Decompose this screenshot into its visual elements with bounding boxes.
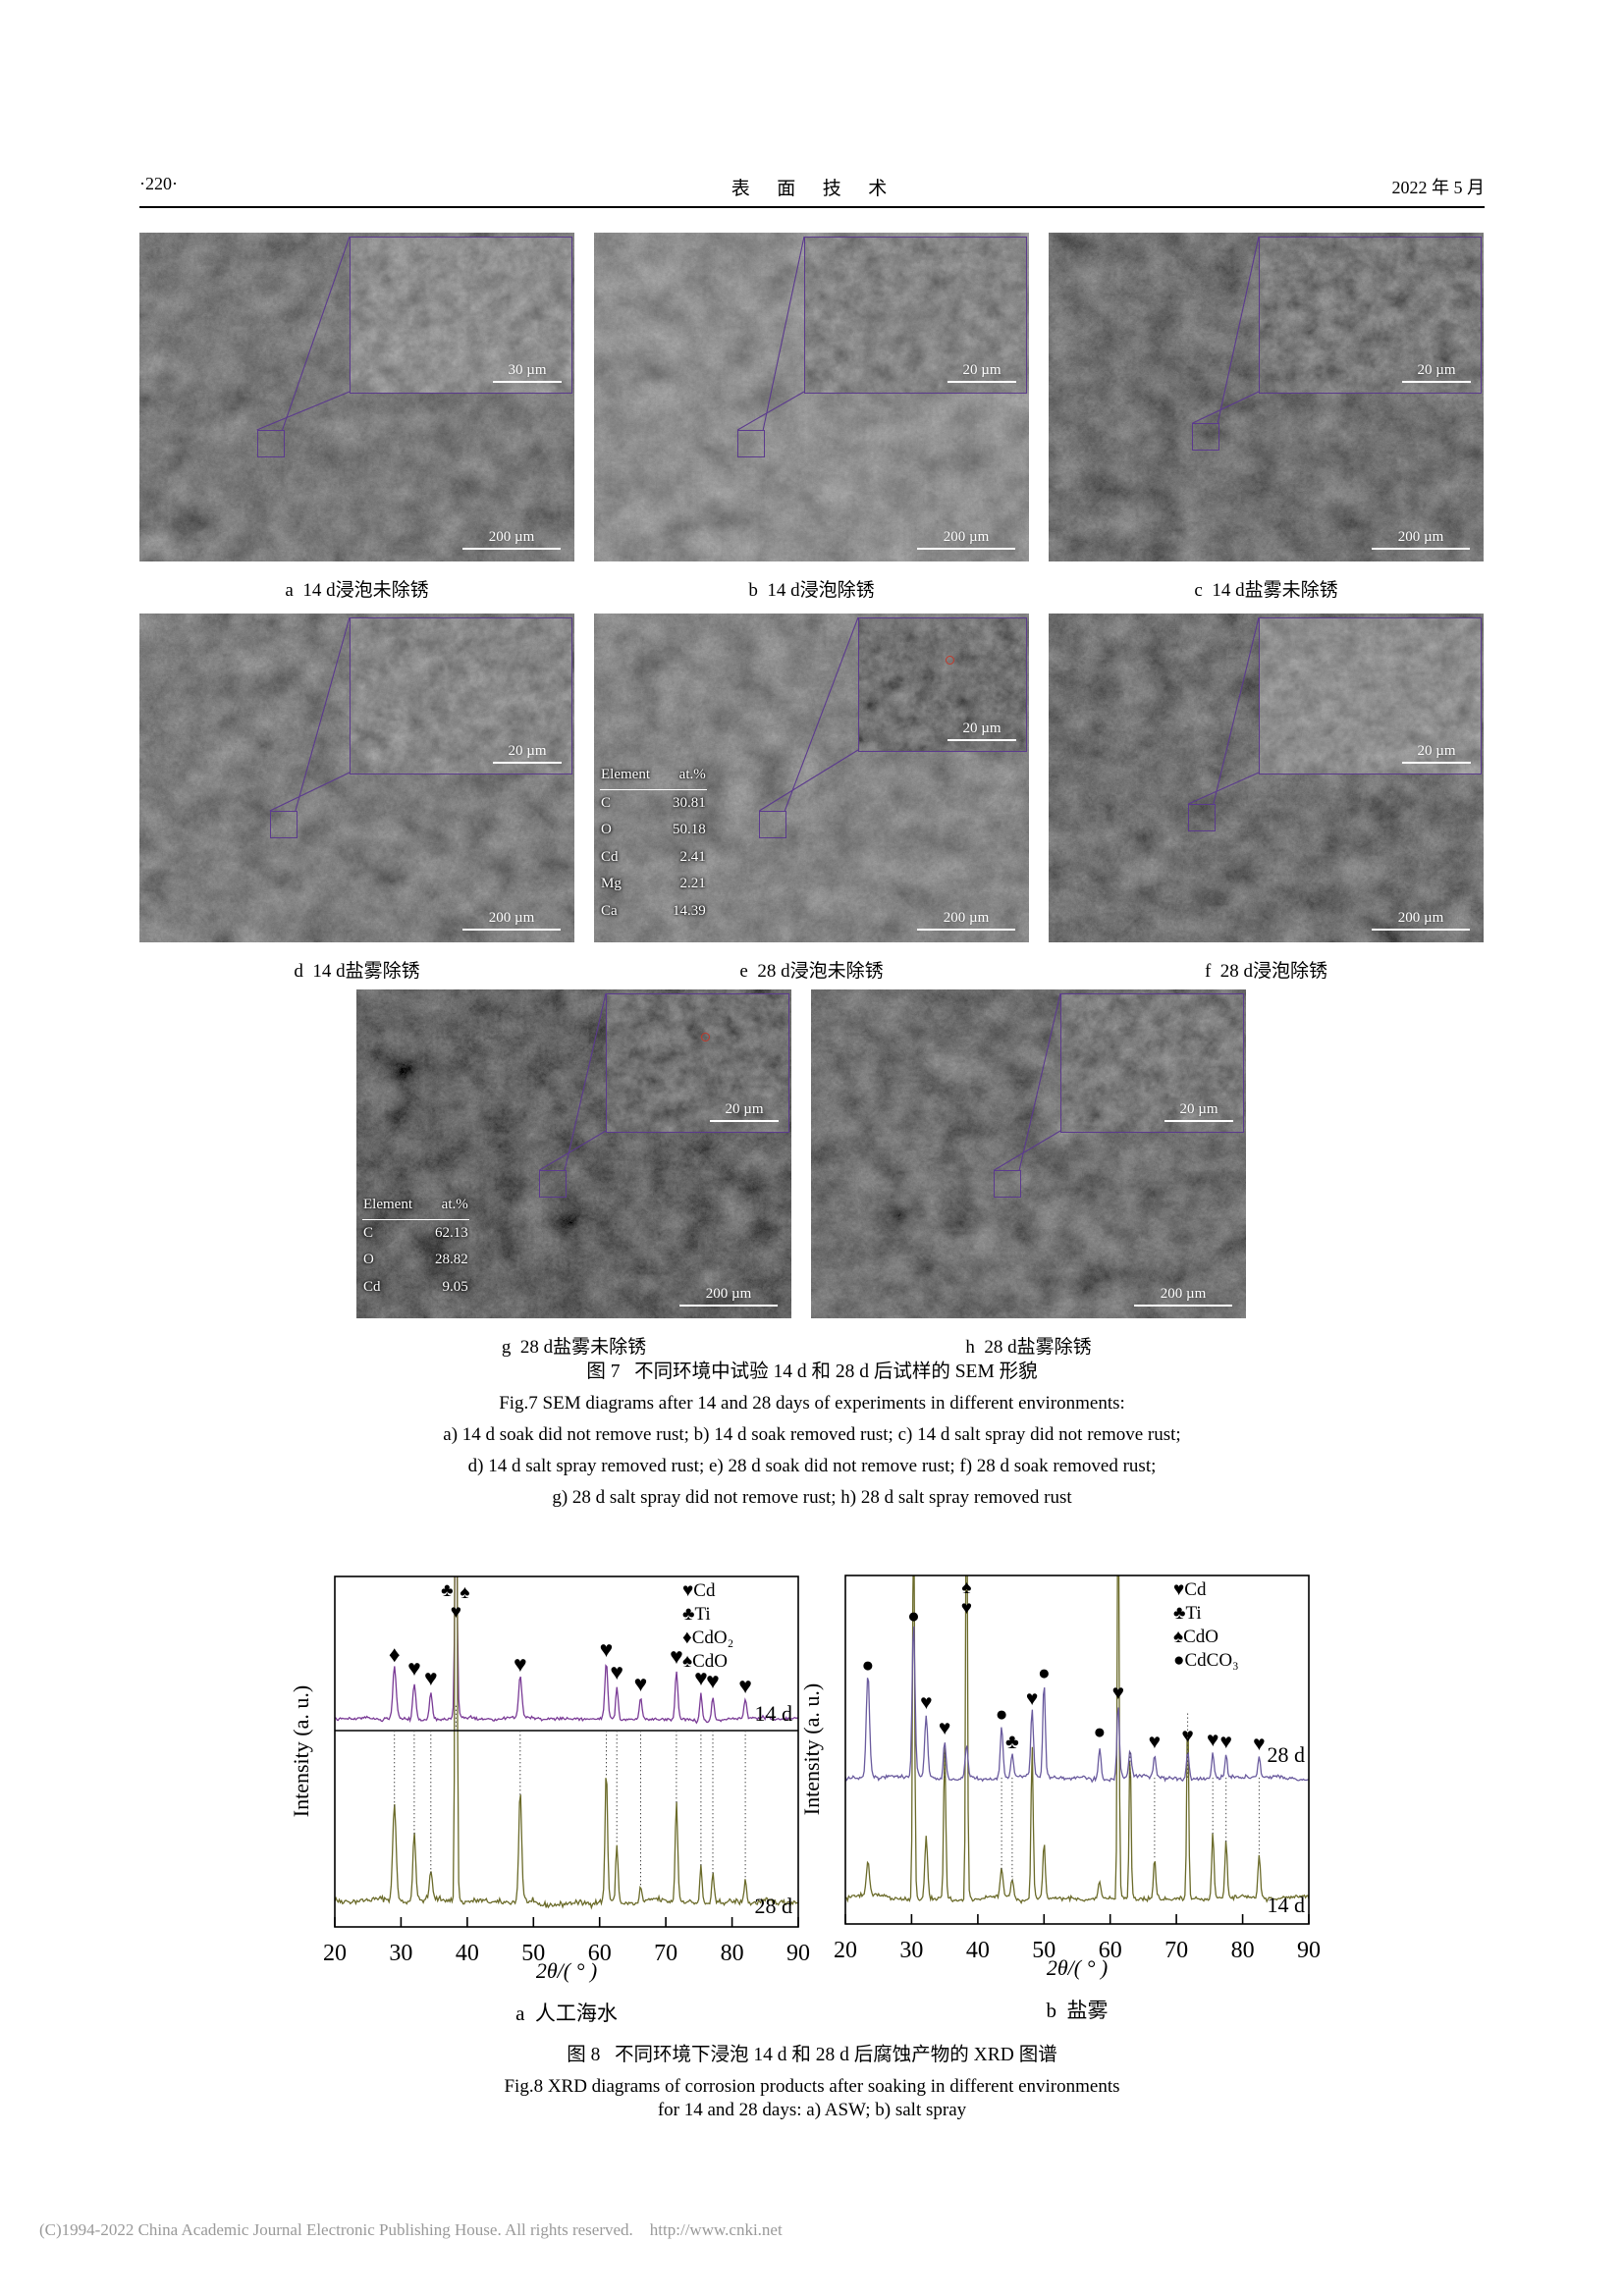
svg-text:♥: ♥ — [514, 1652, 527, 1677]
svg-text:♥: ♥ — [634, 1672, 648, 1696]
svg-text:28 d: 28 d — [755, 1894, 793, 1918]
svg-text:♥: ♥ — [1253, 1732, 1265, 1755]
svg-text:♥Cd: ♥Cd — [682, 1580, 716, 1601]
svg-text:♥: ♥ — [407, 1656, 421, 1681]
svg-text:♣: ♣ — [1005, 1730, 1019, 1753]
svg-text:♥: ♥ — [1149, 1730, 1161, 1753]
svg-text:●CdCO₃: ●CdCO₃ — [1173, 1650, 1239, 1671]
svg-text:♥: ♥ — [920, 1690, 932, 1714]
svg-text:♥: ♥ — [1181, 1724, 1193, 1747]
svg-text:♥: ♥ — [1219, 1730, 1231, 1753]
svg-text:14 d: 14 d — [755, 1701, 793, 1726]
svg-text:●: ● — [996, 1702, 1008, 1726]
svg-text:●: ● — [1094, 1720, 1107, 1743]
svg-text:28 d: 28 d — [1268, 1742, 1306, 1767]
svg-text:●: ● — [862, 1653, 875, 1677]
svg-text:♥: ♥ — [600, 1637, 614, 1662]
svg-text:♠CdO: ♠CdO — [682, 1651, 728, 1672]
svg-text:♥: ♥ — [424, 1666, 438, 1690]
svg-text:♥: ♥ — [939, 1716, 950, 1739]
svg-text:♠CdO: ♠CdO — [1173, 1627, 1218, 1647]
svg-text:●: ● — [1038, 1661, 1051, 1684]
svg-text:♣Ti: ♣Ti — [1173, 1603, 1202, 1624]
svg-text:♠: ♠ — [961, 1577, 971, 1598]
svg-text:14 d: 14 d — [1268, 1893, 1306, 1917]
svg-text:♥: ♥ — [451, 1602, 461, 1623]
svg-text:●: ● — [907, 1604, 920, 1628]
svg-text:♥Cd: ♥Cd — [1173, 1579, 1207, 1600]
svg-text:♥: ♥ — [1026, 1686, 1038, 1710]
svg-text:♣: ♣ — [441, 1580, 453, 1601]
svg-text:♥: ♥ — [961, 1598, 972, 1619]
svg-text:♦CdO₂: ♦CdO₂ — [682, 1628, 733, 1648]
svg-text:♥: ♥ — [706, 1669, 720, 1693]
svg-text:♥: ♥ — [1207, 1728, 1218, 1751]
svg-text:♥: ♥ — [1112, 1681, 1124, 1704]
svg-text:♥: ♥ — [610, 1660, 623, 1684]
svg-text:♥: ♥ — [670, 1644, 683, 1669]
svg-text:♠: ♠ — [460, 1582, 469, 1603]
svg-text:♦: ♦ — [389, 1642, 401, 1667]
svg-text:♣Ti: ♣Ti — [682, 1604, 711, 1625]
svg-text:♥: ♥ — [738, 1674, 752, 1698]
